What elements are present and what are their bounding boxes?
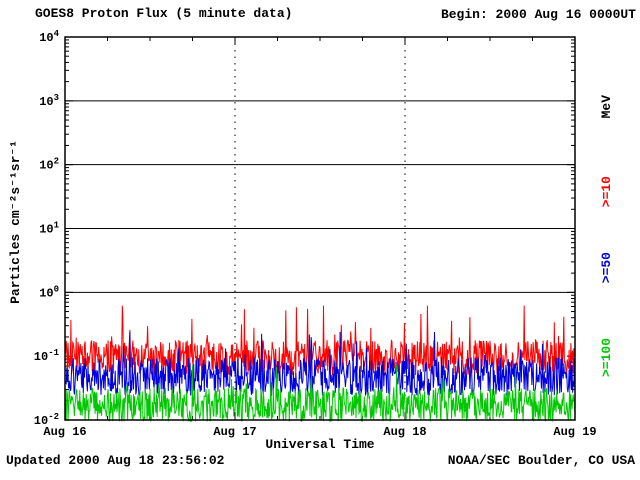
source-label: NOAA/SEC Boulder, CO USA	[447, 453, 635, 468]
series-label-ge10: >=10	[599, 176, 614, 208]
svg-text:102: 102	[39, 157, 59, 173]
svg-text:100: 100	[39, 284, 59, 300]
svg-text:10-1: 10-1	[34, 348, 60, 364]
begin-time-label: Begin: 2000 Aug 16 0000UT	[440, 7, 636, 22]
right-unit-label: MeV	[599, 95, 614, 119]
svg-text:Aug 18: Aug 18	[383, 425, 426, 439]
svg-text:104: 104	[39, 29, 59, 45]
chart-title: GOES8 Proton Flux (5 minute data)	[35, 6, 293, 21]
svg-text:Aug 19: Aug 19	[553, 425, 596, 439]
svg-text:Aug 16: Aug 16	[43, 425, 86, 439]
svg-text:101: 101	[39, 221, 59, 237]
updated-timestamp: Updated 2000 Aug 18 23:56:02	[6, 453, 225, 468]
svg-text:103: 103	[39, 93, 59, 109]
series-label-ge50: >=50	[599, 252, 614, 284]
y-axis-label: Particles cm⁻²s⁻¹sr⁻¹	[8, 140, 23, 304]
x-axis-label: Universal Time	[265, 437, 375, 452]
svg-text:Aug 17: Aug 17	[213, 425, 256, 439]
series-label-ge100: >=100	[599, 338, 614, 378]
